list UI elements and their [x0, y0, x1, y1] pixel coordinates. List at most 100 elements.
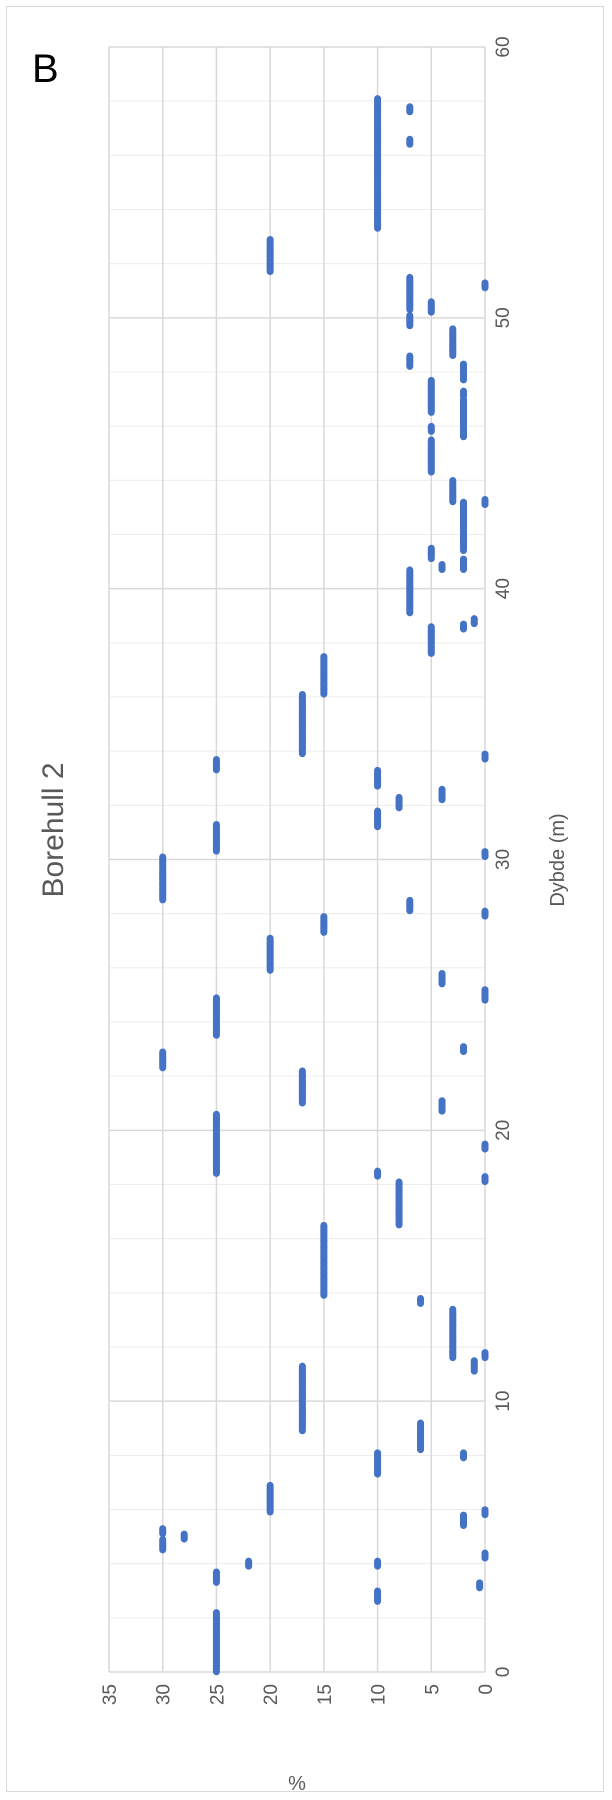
- data-point: [460, 555, 468, 568]
- percent-tick-label: 5: [422, 1684, 443, 1695]
- data-point: [374, 1449, 382, 1462]
- data-point: [460, 387, 468, 400]
- data-point: [266, 236, 274, 248]
- data-point: [481, 907, 489, 920]
- chart-title: Borehull 2: [37, 762, 70, 897]
- data-point: [212, 1568, 220, 1581]
- panel-letter: B: [32, 47, 59, 91]
- data-point: [481, 1506, 489, 1519]
- data-point: [481, 1173, 489, 1186]
- data-point: [406, 896, 414, 909]
- data-point: [212, 994, 220, 1007]
- data-point: [406, 135, 414, 148]
- y-axis-title: %: [288, 1773, 306, 1795]
- depth-tick-label: 10: [493, 1391, 514, 1412]
- percent-tick-label: 30: [154, 1684, 175, 1705]
- data-point: [427, 376, 435, 389]
- data-point: [481, 750, 489, 763]
- data-point: [298, 691, 306, 703]
- data-point: [481, 986, 489, 999]
- data-point: [374, 1557, 382, 1570]
- data-point: [320, 1221, 328, 1234]
- data-point: [460, 1043, 468, 1056]
- data-point: [298, 1067, 306, 1080]
- data-point: [406, 566, 414, 579]
- data-point: [449, 325, 457, 338]
- data-point: [438, 969, 446, 982]
- data-point: [212, 1110, 220, 1123]
- data-point: [417, 1419, 425, 1432]
- depth-tick-label: 40: [493, 578, 514, 599]
- minor-gridlines: [109, 100, 485, 1619]
- data-point: [476, 1579, 484, 1592]
- data-point: [406, 273, 414, 286]
- data-point: [438, 1097, 446, 1110]
- data-point: [470, 615, 478, 628]
- data-point: [481, 496, 489, 508]
- data-point: [374, 1167, 382, 1180]
- data-point: [395, 1178, 403, 1191]
- depth-tick-label: 30: [493, 849, 514, 870]
- depth-tick-label: 20: [493, 1120, 514, 1141]
- data-point: [449, 1305, 457, 1318]
- data-point: [417, 1294, 425, 1307]
- data-point: [298, 1362, 306, 1375]
- data-point: [427, 422, 435, 435]
- major-gridlines: [108, 46, 486, 1673]
- data-point: [320, 653, 328, 666]
- data-point: [481, 848, 489, 861]
- data-point: [212, 1609, 220, 1622]
- data-point: [180, 1530, 188, 1543]
- data-point: [406, 311, 414, 324]
- x-axis-title: Dybde (m): [547, 813, 569, 906]
- percent-tick-label: 35: [100, 1684, 121, 1705]
- data-point: [438, 785, 446, 798]
- percent-tick-label: 25: [207, 1684, 228, 1705]
- percent-tick-labels: 0 5 10 15 20 25 30 35: [100, 1684, 497, 1705]
- data-point: [212, 756, 220, 768]
- data-point: [427, 544, 435, 557]
- data-point: [406, 352, 414, 365]
- data-point: [159, 1536, 167, 1548]
- percent-tick-label: 10: [369, 1684, 390, 1705]
- data-point: [470, 1357, 478, 1370]
- data-point: [481, 1549, 489, 1562]
- data-point: [460, 620, 468, 633]
- data-point: [374, 766, 382, 779]
- data-point: [481, 1140, 489, 1153]
- data-point: [320, 913, 328, 926]
- data-point: [460, 1511, 468, 1524]
- depth-tick-labels: 0 10 20 30 40 50 60: [493, 36, 514, 1677]
- data-point: [427, 298, 435, 311]
- percent-tick-label: 15: [315, 1684, 336, 1705]
- chart-frame: [6, 6, 604, 1792]
- data-point: [449, 477, 457, 490]
- data-point: [159, 853, 167, 866]
- data-point: [159, 1525, 167, 1538]
- data-point: [427, 436, 435, 449]
- data-point: [395, 793, 403, 806]
- data-point: [460, 1449, 468, 1462]
- data-point: [427, 623, 435, 636]
- data-point: [159, 1048, 167, 1061]
- data-point: [460, 360, 468, 373]
- data-point: [374, 1587, 382, 1600]
- depth-tick-label: 60: [493, 36, 514, 57]
- percent-tick-label: 0: [476, 1684, 497, 1695]
- data-point: [266, 934, 274, 947]
- data-point: [438, 561, 446, 573]
- data-point: [374, 95, 382, 108]
- data-point: [481, 1349, 489, 1362]
- data-point: [245, 1557, 253, 1570]
- data-point: [374, 807, 382, 820]
- percent-tick-label: 20: [261, 1684, 282, 1705]
- depth-tick-label: 0: [493, 1667, 514, 1678]
- data-point: [481, 279, 489, 292]
- data-points: [159, 95, 489, 1676]
- data-point: [266, 1481, 274, 1494]
- depth-tick-label: 50: [493, 307, 514, 328]
- data-point: [406, 103, 414, 116]
- data-point: [212, 821, 220, 833]
- data-point: [460, 498, 468, 511]
